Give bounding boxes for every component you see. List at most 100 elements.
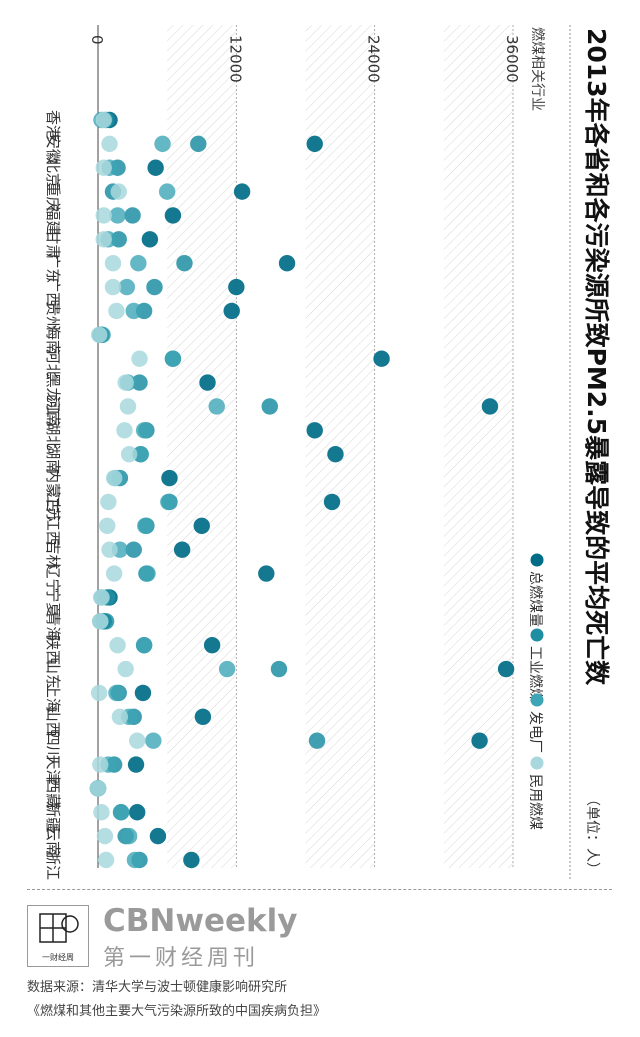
- data-point: [128, 732, 146, 749]
- data-point: [164, 350, 182, 367]
- category-label: 陕西: [44, 635, 62, 665]
- category-label: 四川: [44, 731, 62, 761]
- legend-label-0: 总燃煤量: [527, 571, 544, 627]
- data-point: [105, 469, 123, 487]
- category-label: 新疆: [44, 802, 62, 832]
- legend-label-1: 工业燃煤: [527, 646, 544, 702]
- data-point: [120, 445, 138, 463]
- data-point: [228, 278, 245, 296]
- data-point: [104, 255, 122, 272]
- data-point: [308, 732, 326, 749]
- data-point: [135, 636, 153, 654]
- data-point: [278, 255, 296, 272]
- data-point: [161, 469, 178, 487]
- data-point: [95, 207, 112, 224]
- category-label: 天津: [44, 755, 62, 785]
- data-point: [96, 827, 114, 845]
- category-labels: 香港安徽北京重庆福建甘肃广东广西贵州海南河北黑龙江河南湖北湖南内蒙古江苏江西吉林…: [44, 110, 62, 880]
- category-label: 西藏: [44, 778, 62, 808]
- data-point: [132, 445, 149, 463]
- tick-label-3: 36000: [503, 35, 521, 83]
- category-label: 河南: [44, 396, 62, 426]
- data-point: [130, 255, 147, 272]
- data-point: [126, 851, 144, 869]
- data-point: [131, 374, 148, 391]
- data-point: [109, 636, 126, 654]
- legend-label-3: 民用燃煤: [527, 774, 544, 830]
- data-point: [158, 183, 176, 200]
- category-label: 山东: [44, 659, 62, 689]
- category-label: 青海: [44, 611, 62, 641]
- data-point: [373, 350, 390, 367]
- data-point: [95, 111, 112, 129]
- data-point: [117, 660, 134, 678]
- category-label: 山西: [44, 707, 62, 737]
- category-label: 宁夏: [44, 587, 62, 617]
- data-point: [270, 660, 288, 678]
- data-point: [92, 613, 109, 630]
- hatch-band-2: [443, 25, 513, 868]
- data-point: [173, 541, 191, 558]
- data-point: [90, 684, 108, 702]
- brand-name-cn: 第一财经周刊: [103, 946, 260, 971]
- data-point: [471, 732, 488, 749]
- data-point: [183, 851, 200, 869]
- legend-swatch-1: [530, 628, 544, 642]
- data-point: [223, 302, 240, 320]
- category-label: 内蒙古: [44, 468, 62, 513]
- data-point: [128, 804, 146, 821]
- category-label: 甘肃: [44, 229, 62, 259]
- data-point: [118, 278, 136, 296]
- data-point: [258, 565, 275, 582]
- data-point: [176, 255, 193, 272]
- hatch-band-0: [167, 25, 237, 868]
- logo-mark-icon: [39, 913, 79, 943]
- data-point: [193, 517, 210, 535]
- category-label: 浙江: [44, 850, 62, 880]
- category-label: 湖南: [44, 444, 62, 474]
- data-point: [89, 780, 107, 797]
- data-point: [306, 135, 323, 153]
- data-point: [101, 135, 118, 153]
- data-point: [93, 589, 110, 606]
- data-point: [125, 302, 142, 320]
- category-label: 安徽: [44, 134, 62, 164]
- data-point: [149, 827, 167, 845]
- category-label: 云南: [44, 826, 62, 856]
- legend-swatch-3: [530, 756, 544, 770]
- unit-label: （单位：人）: [584, 792, 600, 876]
- data-point: [208, 398, 225, 415]
- category-label: 贵州: [44, 301, 62, 331]
- data-point: [199, 374, 216, 391]
- data-point: [218, 660, 236, 678]
- category-label: 江苏: [44, 492, 62, 522]
- data-point: [120, 827, 138, 845]
- data-point: [104, 278, 122, 296]
- data-point: [100, 493, 117, 511]
- data-point: [194, 708, 212, 725]
- data-point: [93, 804, 110, 821]
- category-label: 福建: [44, 205, 62, 235]
- data-source-title: 《燃煤和其他主要大气污染源所致的中国疾病负担》: [27, 1004, 327, 1019]
- data-point: [147, 159, 164, 176]
- data-point: [92, 756, 109, 773]
- data-point: [99, 517, 116, 535]
- data-point: [111, 708, 129, 725]
- data-point: [97, 851, 115, 869]
- logo: 一财经周: [27, 905, 89, 967]
- data-point: [160, 493, 177, 511]
- hatched-bands: [167, 25, 513, 868]
- data-point: [327, 445, 344, 463]
- data-point: [137, 517, 154, 535]
- category-label: 湖北: [44, 420, 62, 450]
- category-label: 广西: [44, 277, 62, 307]
- data-point: [109, 207, 126, 224]
- data-point: [135, 422, 153, 439]
- data-point: [233, 183, 251, 200]
- data-point: [127, 756, 145, 773]
- chart-title: 2013年各省和各污染源所致PM2.5暴露导致的平均死亡数: [582, 28, 611, 686]
- tick-label-1: 12000: [226, 35, 244, 83]
- data-point: [116, 422, 133, 439]
- category-label: 重庆: [44, 182, 62, 212]
